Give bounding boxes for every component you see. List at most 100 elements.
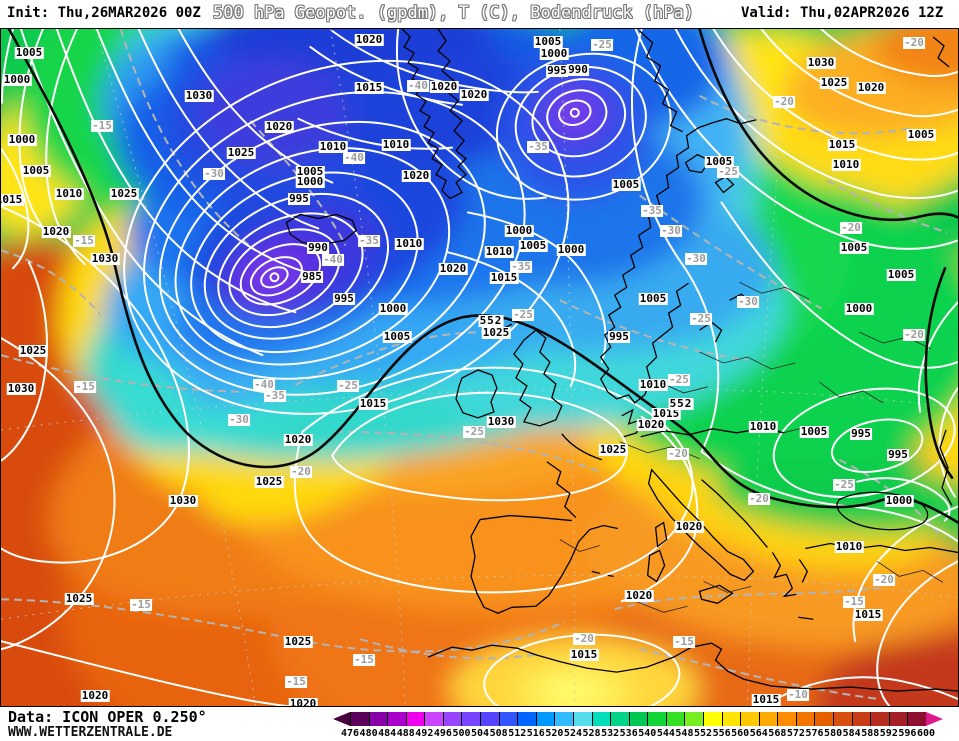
colorbar-tick-label: 596: [898, 728, 917, 739]
isobar-label: 990: [567, 63, 589, 76]
colorbar-tick-label: 480: [359, 728, 378, 739]
isobar-label: 1000: [556, 243, 586, 256]
temperature-label: -30: [228, 413, 250, 426]
colorbar-tick-label: 556: [712, 728, 731, 739]
isobar-label: 1005: [14, 46, 44, 59]
colorbar-segment: [554, 712, 573, 726]
colorbar-segment: [368, 712, 388, 726]
temperature-label: -40: [343, 151, 365, 164]
temperature-label: -10: [787, 688, 809, 701]
colorbar-segment: [480, 712, 499, 726]
isobar-label: 1010: [748, 420, 778, 433]
isobar-label: 1025: [819, 76, 849, 89]
temperature-label: -20: [840, 221, 862, 234]
isobar-label: 1030: [90, 252, 120, 265]
isobar-label: 1005: [886, 268, 916, 281]
isobar-label: 1015: [751, 693, 781, 706]
isobar-label: 1010: [831, 158, 861, 171]
colorbar-segment: [702, 712, 722, 726]
isobar-label: 1005: [21, 164, 51, 177]
isobar-label: 1025: [283, 635, 313, 648]
colorbar-tick-label: 528: [582, 728, 601, 739]
colorbar-tick-label: 476: [340, 728, 360, 739]
temperature-label: -25: [833, 478, 855, 491]
isobar-label: 1020: [459, 88, 489, 101]
isobar-label: 1025: [18, 344, 48, 357]
temperature-label: -35: [510, 260, 532, 273]
isobar-label: 1005: [638, 292, 668, 305]
isobar-label: 1020: [264, 120, 294, 133]
colorbar-segment: [907, 712, 926, 726]
isobar-label: 1020: [624, 589, 654, 602]
isobar-label: 1015: [827, 138, 857, 151]
colorbar-tick-label: 552: [693, 728, 713, 739]
colorbar-segment: [721, 712, 741, 726]
init-time-label: Init: Thu,26MAR2026 00Z: [7, 5, 201, 21]
temperature-label: -30: [737, 295, 759, 308]
temperature-label: -15: [353, 653, 375, 666]
isobar-label: 1000: [884, 494, 914, 507]
colorbar-tick-label: 492: [415, 728, 434, 739]
isobar-label: 1005: [295, 165, 325, 178]
isotherm-lines: [1, 29, 948, 701]
isobar-label: 1025: [64, 592, 94, 605]
map-label-layer: 1005 1000 1000 1005 1010 1015 1025 1020 1030 1025…: [1, 29, 958, 706]
colorbar-tick-label: 536: [619, 728, 638, 739]
colorbar-segment: [387, 712, 406, 726]
colorbar-tick-label: 572: [786, 728, 805, 739]
isobar-label: 1025: [254, 475, 284, 488]
colorbar-tick-label: 488: [396, 728, 415, 739]
isobar-label: 1010: [381, 138, 411, 151]
temperature-label: -20: [873, 573, 895, 586]
temperature-label: -30: [660, 224, 682, 237]
temperature-label: -25: [717, 165, 739, 178]
colorbar-segment: [405, 712, 425, 726]
temperature-label: -15: [673, 635, 695, 648]
colorbar-segment: [442, 712, 462, 726]
isobar-label: 1005: [906, 128, 936, 141]
temperature-label: -40: [253, 378, 275, 391]
isobar-label: 1000: [539, 47, 569, 60]
isobar-label: 1015: [354, 81, 384, 94]
isobar-label: 1030: [806, 56, 836, 69]
isobar-label: 1015: [651, 407, 681, 420]
colorbar-tick-label: 484: [378, 728, 397, 739]
colorbar-tick-label: 592: [879, 728, 898, 739]
isobar-label: 1015: [853, 608, 883, 621]
valid-time-label: Valid: Thu,02APR2026 12Z: [741, 5, 944, 21]
geopotential-height-label: 552: [668, 397, 694, 410]
temperature-label: -25: [337, 379, 359, 392]
colorbar-segment: [350, 712, 369, 726]
colorbar-tick-label: 496: [433, 728, 452, 739]
isobar-label: 1020: [856, 81, 886, 94]
temperature-label: -20: [667, 447, 689, 460]
temperature-label: -20: [903, 328, 925, 341]
colorbar-segments: [350, 712, 926, 726]
isobar-label: 1020: [674, 520, 704, 533]
isobar-label: 1015: [1, 194, 24, 206]
isobar-label: 1020: [288, 698, 318, 706]
isobar-label: 995: [850, 427, 872, 440]
colorbar-segment: [498, 712, 518, 726]
temperature-label: -20: [773, 95, 795, 108]
colorbar-segment: [610, 712, 629, 726]
isobar-label: 1000: [2, 73, 32, 86]
colorbar-tick-label: 516: [526, 728, 545, 739]
colorbar-tick-label: 524: [563, 728, 582, 739]
isobar-label: 1020: [354, 33, 384, 46]
colorbar-tick-label: 520: [545, 728, 564, 739]
colorbar-tick-label: 548: [675, 728, 694, 739]
temperature-label: -30: [685, 252, 707, 265]
colorbar-segment: [777, 712, 796, 726]
colorbar-left-arrow: [333, 712, 350, 726]
temperature-label: -15: [74, 380, 96, 393]
colorbar-segment: [628, 712, 648, 726]
colorbar-segment: [684, 712, 703, 726]
isobar-label: 1005: [799, 425, 829, 438]
isobar-label: 1020: [636, 418, 666, 431]
isobar-label: 1005: [704, 155, 734, 168]
header-bar: Init: Thu,26MAR2026 00Z 500 hPa Geopot. …: [0, 0, 959, 28]
temperature-label: -15: [285, 675, 307, 688]
isobar-label: 1030: [6, 382, 36, 395]
colorbar-tick-label: 584: [842, 728, 861, 739]
